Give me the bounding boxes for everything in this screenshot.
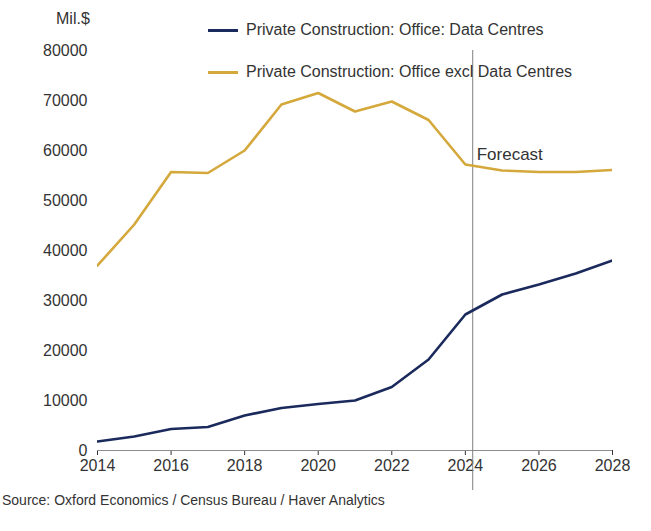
html-text:Mil.$: Mil.$ [56, 10, 90, 27]
svg-text:60000: 60000 [43, 142, 88, 159]
svg-text:Forecast: Forecast [477, 145, 543, 164]
svg-text:80000: 80000 [43, 42, 88, 59]
svg-text:2016: 2016 [153, 457, 189, 474]
html-text:Source: Oxford Economics / Cen: Source: Oxford Economics / Census Bureau… [2, 492, 385, 508]
svg-text:0: 0 [78, 441, 88, 459]
svg-text:2028: 2028 [595, 457, 631, 474]
svg-text:70000: 70000 [43, 92, 88, 109]
svg-text:2020: 2020 [300, 457, 336, 474]
svg-text:2018: 2018 [227, 457, 263, 474]
svg-text:2014: 2014 [80, 457, 116, 474]
svg-text:2024: 2024 [448, 457, 484, 474]
svg-text:30000: 30000 [43, 292, 88, 309]
svg-text:20000: 20000 [43, 342, 88, 359]
svg-text:2022: 2022 [374, 457, 410, 474]
svg-text:2026: 2026 [521, 457, 557, 474]
html-text:Private Construction: Office:: Private Construction: Office: Data Centr… [246, 21, 544, 38]
html-text:Private Construction: Office e: Private Construction: Office excl Data C… [246, 63, 573, 80]
svg-text:10000: 10000 [43, 392, 88, 409]
svg-text:40000: 40000 [43, 242, 88, 259]
svg-text:50000: 50000 [43, 192, 88, 209]
